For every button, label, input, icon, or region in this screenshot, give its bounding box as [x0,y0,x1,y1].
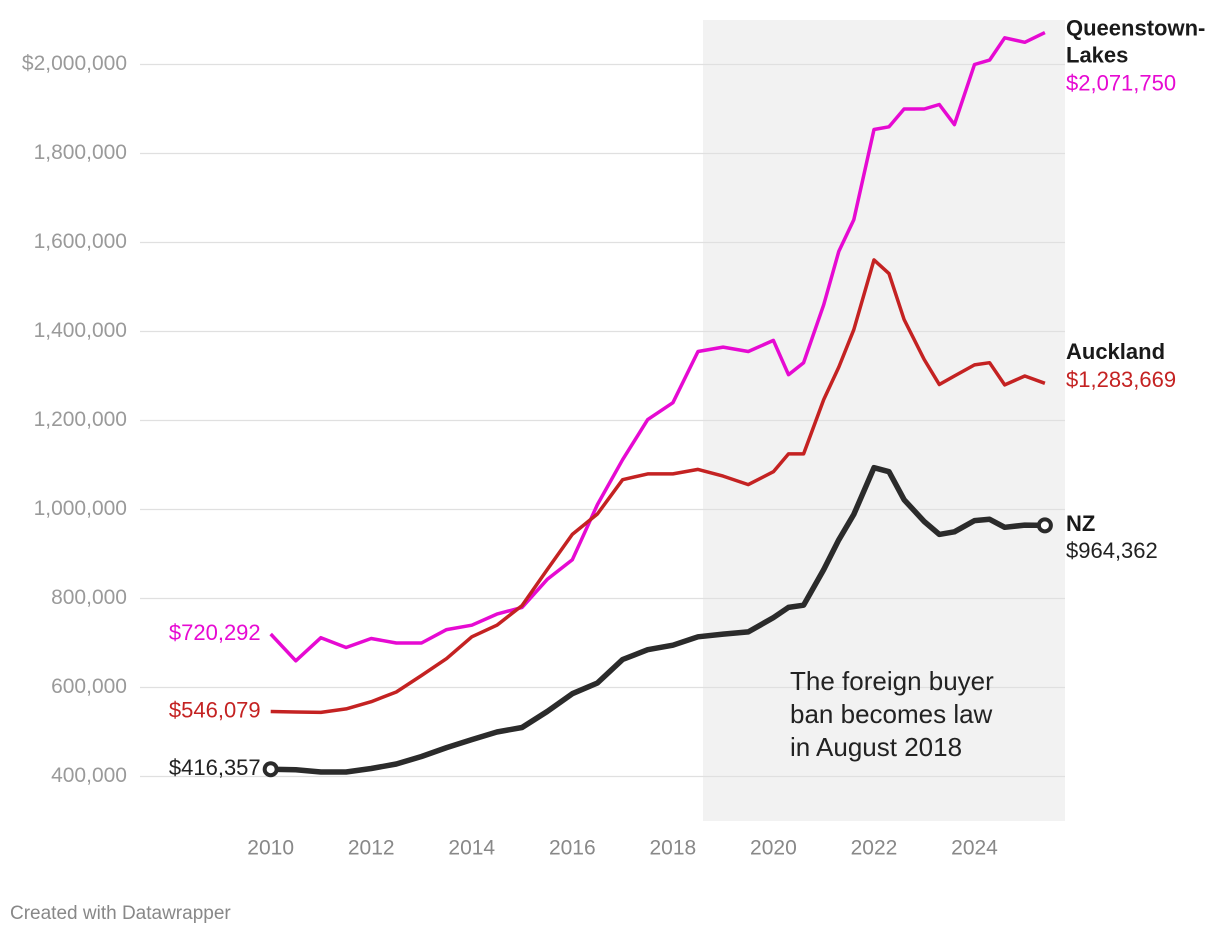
end-marker [262,761,279,778]
y-tick-label: 1,200,000 [34,408,127,431]
x-tick-label: 2010 [247,837,294,860]
x-tick-label: 2024 [951,837,998,860]
annotation: ban becomes law [790,699,993,729]
end-label: $964,362 [1066,538,1158,563]
end-label: $2,071,750 [1066,70,1176,95]
series-line [270,464,1045,775]
start-label: $416,357 [169,755,261,780]
end-label: $1,283,669 [1066,367,1176,392]
start-label: $546,079 [169,697,261,722]
end-marker [1036,517,1053,534]
x-tick-label: 2016 [549,837,596,860]
x-tick-label: 2014 [448,837,495,860]
y-tick-label: 1,600,000 [34,230,127,253]
series-line [269,31,1046,663]
series-name-line: Lakes [1066,42,1128,67]
start-label: $720,292 [169,620,261,645]
y-tick-label: 1,800,000 [34,141,127,164]
y-tick-label: 600,000 [51,675,127,698]
y-tick-label: 400,000 [51,764,127,787]
series-name-line: Queenstown- [1066,15,1205,40]
x-tick-label: 2022 [851,837,898,860]
footer: Created with Datawrapper [10,903,231,924]
y-tick-label: 1,000,000 [34,497,127,520]
y-tick-label: $2,000,000 [22,52,127,75]
series-name: NZ [1066,511,1095,536]
series-name: Queenstown-Lakes [1066,15,1205,67]
x-tick-label: 2012 [348,837,395,860]
annotation: The foreign buyer [790,666,994,696]
x-tick-label: 2018 [649,837,696,860]
y-tick-label: 800,000 [51,586,127,609]
series-name: Auckland [1066,339,1165,364]
series-line [270,258,1046,715]
annotation: in August 2018 [790,732,962,762]
x-tick-label: 2020 [750,837,797,860]
y-tick-label: 1,400,000 [34,319,127,342]
